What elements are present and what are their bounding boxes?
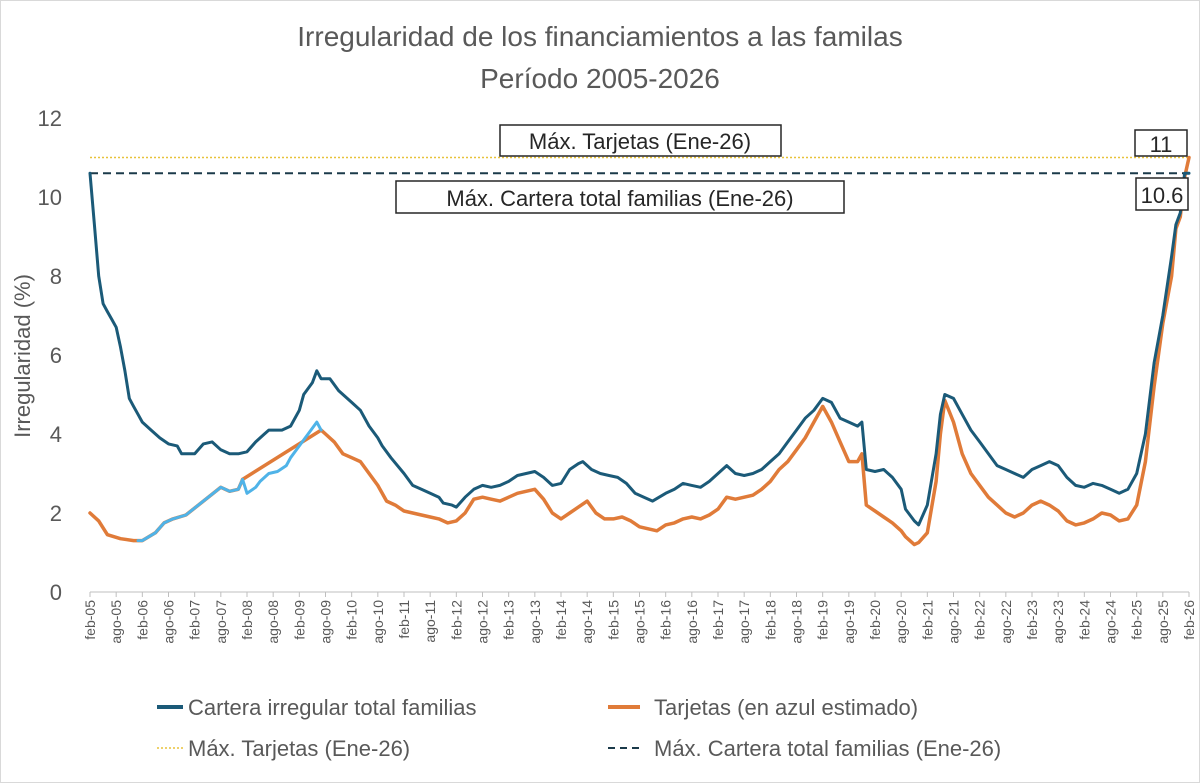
series-line-cartera bbox=[88, 171, 1191, 527]
annotation-box-max-tarjetas bbox=[499, 124, 782, 157]
x-tick-label: ago-22 bbox=[998, 600, 1014, 644]
series-line-tarjetas-estimado bbox=[136, 420, 323, 543]
y-tick-label: 12 bbox=[38, 106, 62, 131]
x-tick-label: ago-14 bbox=[579, 600, 595, 644]
x-tick-label: feb-07 bbox=[187, 600, 203, 640]
x-tick-label: feb-08 bbox=[239, 600, 255, 640]
chart-title: Irregularidad de los financiamientos a l… bbox=[297, 21, 902, 52]
value-box-10-6 bbox=[1135, 177, 1189, 211]
x-tick-label: feb-19 bbox=[815, 600, 831, 640]
x-tick-label: ago-25 bbox=[1155, 600, 1171, 644]
x-tick-label: ago-10 bbox=[370, 600, 386, 644]
x-tick-label: feb-23 bbox=[1024, 600, 1040, 640]
x-tick-label: ago-24 bbox=[1103, 600, 1119, 644]
legend: Cartera irregular total familias Tarjeta… bbox=[157, 695, 1001, 761]
x-tick-label: feb-25 bbox=[1129, 600, 1145, 640]
y-axis-ticks: 0 2 4 6 8 10 12 bbox=[38, 106, 62, 605]
x-tick-label: feb-14 bbox=[553, 600, 569, 640]
value-box-11 bbox=[1134, 129, 1188, 157]
x-tick-label: feb-13 bbox=[501, 600, 517, 640]
y-tick-label: 8 bbox=[50, 264, 62, 289]
x-tick-label: ago-17 bbox=[736, 600, 752, 644]
x-tick-label: ago-19 bbox=[841, 600, 857, 644]
x-tick-label: feb-09 bbox=[291, 600, 307, 640]
series-lines bbox=[88, 155, 1191, 547]
legend-label-max-tarjetas: Máx. Tarjetas (Ene-26) bbox=[188, 736, 410, 761]
x-tick-label: ago-21 bbox=[946, 600, 962, 644]
annotation-max-cartera: Máx. Cartera total familias (Ene-26) bbox=[446, 186, 793, 211]
x-axis-ticks: feb-05 ago-05 feb-06 ago-06 feb-07 ago-07 feb-… bbox=[82, 592, 1197, 644]
x-tick-label: ago-20 bbox=[893, 600, 909, 644]
x-tick-label: ago-16 bbox=[684, 600, 700, 644]
legend-label-max-cartera: Máx. Cartera total familias (Ene-26) bbox=[654, 736, 1001, 761]
series-line-tarjetas bbox=[240, 155, 1191, 547]
x-tick-label: ago-18 bbox=[789, 600, 805, 644]
y-tick-label: 10 bbox=[38, 185, 62, 210]
y-tick-label: 0 bbox=[50, 580, 62, 605]
x-tick-label: ago-11 bbox=[422, 600, 438, 643]
x-tick-label: ago-08 bbox=[265, 600, 281, 644]
annotation-max-tarjetas: Máx. Tarjetas (Ene-26) bbox=[529, 129, 751, 154]
x-tick-label: feb-17 bbox=[710, 600, 726, 640]
annotation-box-max-cartera bbox=[395, 180, 845, 214]
x-tick-label: feb-10 bbox=[344, 600, 360, 640]
x-tick-label: ago-12 bbox=[475, 600, 491, 644]
value-label-10-6: 10.6 bbox=[1141, 183, 1184, 208]
x-tick-label: feb-06 bbox=[134, 600, 150, 640]
x-tick-label: feb-20 bbox=[867, 600, 883, 640]
y-tick-label: 2 bbox=[50, 501, 62, 526]
x-tick-label: feb-21 bbox=[919, 600, 935, 640]
x-tick-label: feb-22 bbox=[972, 600, 988, 640]
x-tick-label: feb-15 bbox=[605, 600, 621, 640]
x-tick-label: feb-11 bbox=[396, 600, 412, 639]
y-axis-label: Irregularidad (%) bbox=[10, 274, 35, 438]
x-tick-label: feb-05 bbox=[82, 600, 98, 640]
legend-label-cartera: Cartera irregular total familias bbox=[188, 695, 477, 720]
x-tick-label: ago-07 bbox=[213, 600, 229, 644]
chart-subtitle: Período 2005-2026 bbox=[480, 63, 720, 94]
y-tick-label: 6 bbox=[50, 343, 62, 368]
x-tick-label: feb-12 bbox=[448, 600, 464, 640]
x-tick-label: ago-23 bbox=[1050, 600, 1066, 644]
legend-label-tarjetas: Tarjetas (en azul estimado) bbox=[654, 695, 918, 720]
reference-lines bbox=[90, 156, 1189, 175]
y-tick-label: 4 bbox=[50, 422, 62, 447]
x-tick-label: feb-16 bbox=[658, 600, 674, 640]
x-tick-label: ago-13 bbox=[527, 600, 543, 644]
x-tick-label: ago-15 bbox=[632, 600, 648, 644]
x-tick-label: ago-06 bbox=[161, 600, 177, 644]
value-label-11: 11 bbox=[1150, 132, 1173, 157]
x-tick-label: feb-26 bbox=[1181, 600, 1197, 640]
x-tick-label: feb-18 bbox=[762, 600, 778, 640]
x-tick-label: feb-24 bbox=[1076, 600, 1092, 640]
x-tick-label: ago-05 bbox=[108, 600, 124, 644]
x-tick-label: ago-09 bbox=[318, 600, 334, 644]
